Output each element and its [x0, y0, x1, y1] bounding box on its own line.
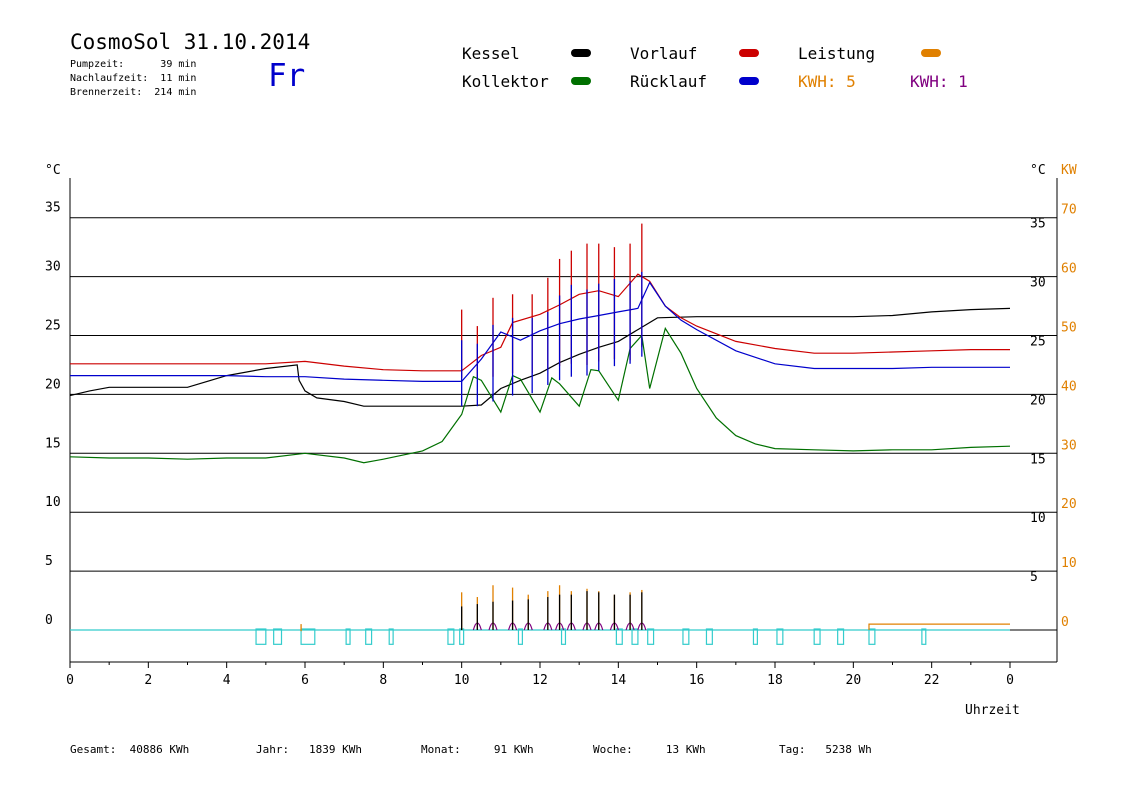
footer-woche: Woche: 13 KWh: [593, 743, 706, 756]
y-tick-label-power: 50: [1061, 321, 1077, 336]
x-tick-label: 6: [301, 673, 309, 688]
series-line-kessel: [69, 307, 1011, 407]
y-tick-label-right: 35: [1030, 217, 1046, 232]
x-axis-label: Uhrzeit: [965, 703, 1020, 718]
pump-pulse-bar: [365, 628, 373, 645]
legend-kollektor-label: Kollektor: [462, 72, 549, 91]
footer-gesamt: Gesamt: 40886 KWh: [70, 743, 190, 756]
leistung-base-line: [868, 623, 1010, 630]
y-tick-label-left: 35: [45, 201, 61, 216]
y-tick-label-power: 0: [1061, 615, 1069, 630]
y-axis-label-power: KW: [1061, 163, 1077, 178]
x-tick-label: 14: [611, 673, 627, 688]
y-tick-label-power: 70: [1061, 203, 1077, 218]
y-tick-label-right: 5: [1030, 570, 1038, 585]
x-tick-label: 10: [454, 673, 470, 688]
y-tick-label-power: 30: [1061, 438, 1077, 453]
y-tick-label-right: 15: [1030, 452, 1046, 467]
legend-kessel-label: Kessel: [462, 44, 520, 63]
pump-pulse-bar: [459, 628, 465, 645]
y-tick-label-power: 20: [1061, 497, 1077, 512]
pump-pulse-bar: [273, 628, 283, 645]
pump-pulse-bar: [921, 628, 927, 645]
legend-leistung-label: Leistung: [798, 44, 876, 63]
pump-pulse-bar: [868, 628, 876, 645]
pump-pulse-bar: [255, 628, 267, 645]
pump-pulse-bar: [682, 628, 690, 645]
pump-pulse-bar: [447, 628, 455, 645]
pump-pulse-bar: [615, 628, 623, 645]
pump-pulse-bar: [345, 628, 351, 645]
x-tick-label: 16: [689, 673, 705, 688]
x-tick-label: 4: [223, 673, 231, 688]
weekday-label: Fr: [268, 58, 306, 94]
y-tick-label-left: 25: [45, 319, 61, 334]
y-tick-label-left: 10: [45, 495, 61, 510]
pump-pulse-bar: [776, 628, 784, 645]
pump-pulse-bar: [631, 628, 639, 645]
y-tick-label-left: 15: [45, 436, 61, 451]
series-line-vorlauf: [70, 273, 1010, 372]
y-tick-label-left: 20: [45, 377, 61, 392]
chart-title: CosmoSol 31.10.2014: [70, 30, 311, 54]
legend-leistung-swatch: [921, 49, 941, 57]
legend-ruecklauf-label: Rücklauf: [630, 72, 708, 91]
x-tick-label: 2: [144, 673, 152, 688]
legend-vorlauf-swatch: [739, 49, 759, 57]
nachlaufzeit-stat: Nachlaufzeit: 11 min: [70, 73, 197, 84]
y-tick-label-power: 40: [1061, 379, 1077, 394]
legend-kessel-swatch: [571, 49, 591, 57]
y-tick-label-right: 20: [1030, 393, 1046, 408]
pump-pulse-bar: [560, 628, 567, 645]
pump-pulse-bar: [705, 628, 713, 645]
pump-pulse-bar: [752, 628, 758, 645]
y-tick-label-right: 25: [1030, 335, 1046, 350]
y-axis-label-right: °C: [1030, 163, 1046, 178]
legend-kwh-purple: KWH: 1: [910, 72, 968, 91]
x-tick-label: 18: [767, 673, 783, 688]
y-axis-label-left: °C: [45, 163, 61, 178]
y-tick-label-right: 10: [1030, 511, 1046, 526]
brennerzeit-stat: Brennerzeit: 214 min: [70, 87, 197, 98]
legend-kollektor-swatch: [571, 77, 591, 85]
y-tick-label-left: 30: [45, 260, 61, 275]
legend-vorlauf-label: Vorlauf: [630, 44, 698, 63]
x-tick-label: 12: [532, 673, 548, 688]
series-line-rcklauf: [70, 281, 1010, 382]
footer-tag: Tag: 5238 Wh: [779, 743, 872, 756]
x-tick-label: 22: [924, 673, 940, 688]
x-tick-label: 8: [379, 673, 387, 688]
pumpzeit-stat: Pumpzeit: 39 min: [70, 59, 197, 70]
legend-ruecklauf-swatch: [739, 77, 759, 85]
pump-pulse-bar: [647, 628, 655, 645]
legend-kwh-orange: KWH: 5: [798, 72, 856, 91]
pump-pulse-bar: [300, 628, 316, 645]
footer-monat: Monat: 91 KWh: [421, 743, 534, 756]
pump-pulse-bar: [837, 628, 845, 645]
y-tick-label-power: 10: [1061, 556, 1077, 571]
y-tick-label-left: 0: [45, 613, 53, 628]
x-tick-label: 0: [66, 673, 74, 688]
pump-pulse-bar: [517, 628, 523, 645]
x-tick-label: 20: [846, 673, 862, 688]
pump-pulse-bar: [388, 628, 394, 645]
series-line-kollektor: [69, 326, 1011, 464]
x-tick-label: 0: [1006, 673, 1014, 688]
footer-jahr: Jahr: 1839 KWh: [256, 743, 362, 756]
y-tick-label-right: 30: [1030, 276, 1046, 291]
y-tick-label-power: 60: [1061, 262, 1077, 277]
pump-pulse-bar: [813, 628, 821, 645]
y-tick-label-left: 5: [45, 554, 53, 569]
